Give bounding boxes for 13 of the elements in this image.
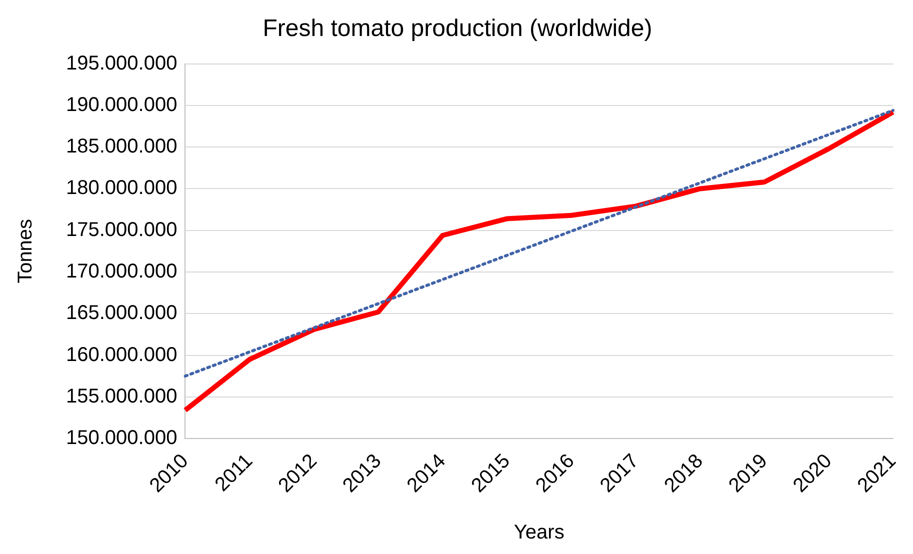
x-axis-title: Years [514, 522, 564, 544]
y-tick-label: 185.000.000 [66, 136, 178, 158]
y-tick-label: 170.000.000 [66, 260, 178, 283]
y-tick-label: 150.000.000 [66, 427, 178, 450]
y-tick-label: 175.000.000 [66, 218, 178, 241]
chart-title: Fresh tomato production (worldwide) [262, 15, 652, 42]
y-tick-label: 180.000.000 [66, 177, 178, 200]
y-tick-label: 160.000.000 [66, 344, 178, 366]
y-tick-label: 165.000.000 [66, 302, 178, 324]
y-axis-title: Tonnes [14, 218, 37, 284]
y-tick-label: 190.000.000 [66, 94, 178, 116]
y-tick-label: 155.000.000 [66, 385, 178, 408]
y-tick-label: 195.000.000 [66, 52, 178, 74]
